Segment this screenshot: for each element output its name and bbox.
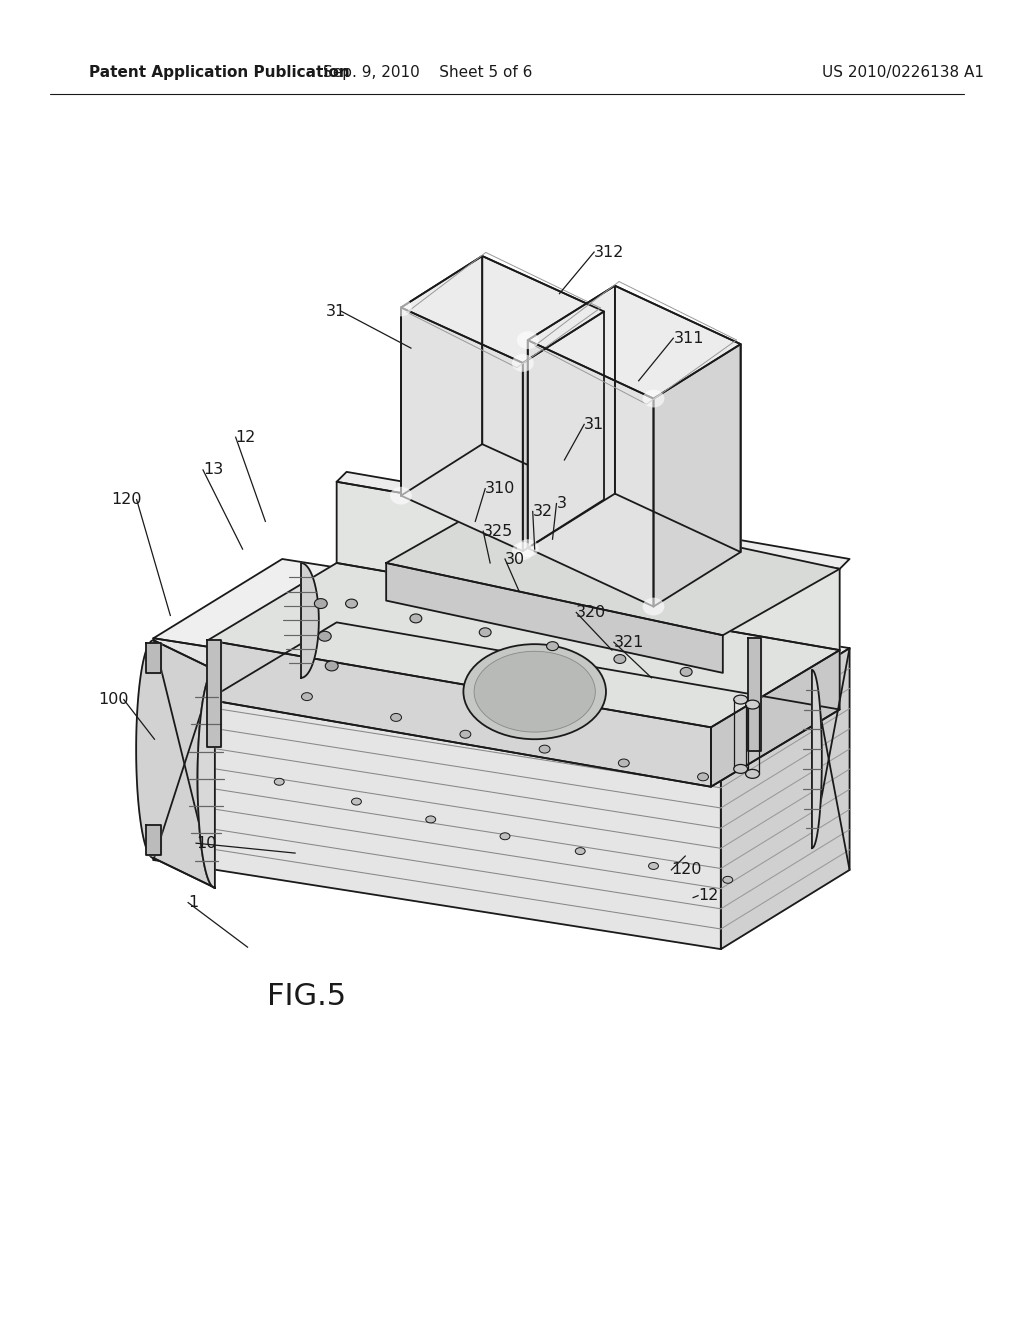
Ellipse shape: [734, 764, 748, 774]
Polygon shape: [527, 341, 653, 606]
Polygon shape: [145, 825, 162, 855]
Text: 120: 120: [111, 492, 141, 507]
Ellipse shape: [314, 598, 328, 609]
Text: 30: 30: [505, 552, 525, 566]
Text: 120: 120: [672, 862, 701, 878]
Text: 31: 31: [585, 417, 604, 432]
Ellipse shape: [426, 816, 435, 822]
Ellipse shape: [648, 862, 658, 870]
Polygon shape: [721, 648, 850, 949]
Text: 325: 325: [483, 524, 513, 539]
Ellipse shape: [512, 354, 534, 372]
Polygon shape: [401, 256, 482, 495]
Ellipse shape: [643, 389, 665, 408]
Polygon shape: [208, 562, 840, 727]
Text: FIG.5: FIG.5: [267, 982, 346, 1011]
Polygon shape: [614, 285, 740, 552]
Polygon shape: [208, 640, 711, 787]
Ellipse shape: [460, 730, 471, 738]
Polygon shape: [208, 622, 840, 787]
Polygon shape: [198, 671, 215, 888]
Ellipse shape: [680, 668, 692, 676]
Polygon shape: [154, 558, 850, 727]
Polygon shape: [482, 256, 604, 499]
Polygon shape: [711, 649, 840, 787]
Ellipse shape: [390, 714, 401, 722]
Ellipse shape: [318, 631, 331, 642]
Polygon shape: [721, 648, 850, 949]
Ellipse shape: [614, 655, 626, 664]
Text: 311: 311: [674, 331, 703, 346]
Ellipse shape: [575, 847, 585, 854]
Polygon shape: [337, 471, 850, 569]
Ellipse shape: [547, 642, 558, 651]
Ellipse shape: [734, 696, 748, 704]
Text: 312: 312: [594, 244, 625, 260]
Text: 1: 1: [188, 895, 199, 909]
Text: 310: 310: [485, 482, 515, 496]
Text: 13: 13: [203, 462, 223, 478]
Polygon shape: [154, 638, 721, 949]
Polygon shape: [527, 285, 614, 548]
Text: 32: 32: [532, 504, 553, 519]
Ellipse shape: [500, 833, 510, 840]
Ellipse shape: [745, 700, 760, 709]
Ellipse shape: [390, 487, 412, 504]
Polygon shape: [748, 638, 762, 751]
Polygon shape: [386, 496, 840, 635]
Polygon shape: [337, 482, 840, 649]
Text: Patent Application Publication: Patent Application Publication: [89, 65, 350, 81]
Ellipse shape: [618, 759, 630, 767]
Ellipse shape: [345, 599, 357, 609]
Ellipse shape: [390, 298, 412, 317]
Polygon shape: [527, 285, 740, 399]
Polygon shape: [401, 308, 523, 550]
Polygon shape: [136, 640, 215, 888]
Text: 10: 10: [196, 836, 216, 850]
Ellipse shape: [410, 614, 422, 623]
Text: 100: 100: [98, 692, 129, 708]
Text: 3: 3: [556, 496, 566, 511]
Polygon shape: [207, 640, 221, 747]
Ellipse shape: [540, 746, 550, 754]
Polygon shape: [812, 671, 822, 849]
Ellipse shape: [643, 598, 665, 615]
Ellipse shape: [479, 628, 492, 636]
Ellipse shape: [517, 331, 539, 348]
Text: 320: 320: [577, 605, 606, 620]
Polygon shape: [401, 256, 604, 363]
Ellipse shape: [464, 644, 606, 739]
Polygon shape: [653, 345, 740, 606]
Ellipse shape: [745, 770, 760, 779]
Ellipse shape: [474, 651, 595, 733]
Polygon shape: [523, 312, 604, 550]
Ellipse shape: [517, 539, 539, 557]
Ellipse shape: [351, 799, 361, 805]
Ellipse shape: [326, 661, 338, 671]
Ellipse shape: [301, 693, 312, 701]
Ellipse shape: [697, 774, 709, 781]
Polygon shape: [145, 643, 162, 673]
Text: Sep. 9, 2010    Sheet 5 of 6: Sep. 9, 2010 Sheet 5 of 6: [323, 65, 532, 81]
Ellipse shape: [512, 543, 534, 560]
Text: 321: 321: [614, 635, 644, 649]
Polygon shape: [301, 562, 318, 678]
Text: US 2010/0226138 A1: US 2010/0226138 A1: [822, 65, 984, 81]
Ellipse shape: [723, 876, 733, 883]
Ellipse shape: [274, 779, 285, 785]
Text: 12: 12: [698, 888, 719, 903]
Text: 12: 12: [236, 430, 256, 445]
Text: 31: 31: [327, 304, 346, 319]
Polygon shape: [386, 562, 723, 673]
